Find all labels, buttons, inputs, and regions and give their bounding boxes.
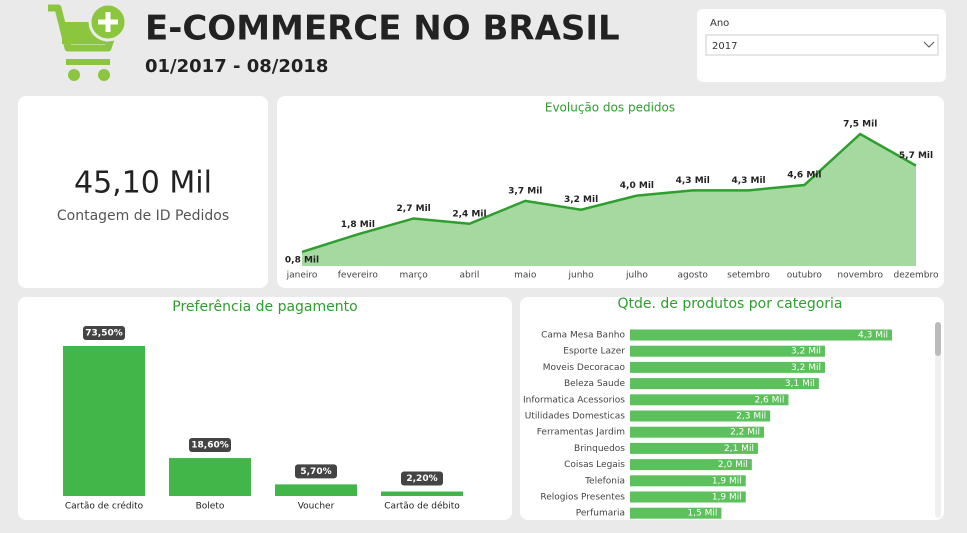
data-label-badge — [295, 464, 337, 479]
data-label: 2,3 Mil — [736, 412, 766, 422]
area — [302, 134, 916, 266]
x-tick-label: maio — [514, 271, 537, 281]
x-tick-label: Voucher — [298, 502, 335, 512]
data-label: 1,9 Mil — [712, 493, 742, 503]
x-tick-label: novembro — [837, 271, 883, 281]
line — [301, 132, 917, 254]
bar — [630, 410, 771, 422]
data-label: 3,7 Mil — [508, 186, 542, 196]
chart-title: Qtde. de produtos por categoria — [617, 296, 842, 312]
data-label: 1,9 Mil — [712, 476, 742, 486]
bar — [630, 361, 825, 373]
bar — [275, 484, 357, 496]
category-panel — [520, 297, 944, 520]
x-tick-label: setembro — [727, 271, 770, 281]
x-tick-label: fevereiro — [338, 271, 379, 281]
card-label: Contagem de ID Pedidos — [57, 208, 229, 224]
bar — [630, 329, 892, 341]
data-label: 2,1 Mil — [724, 444, 754, 454]
data-label: 4,6 Mil — [787, 171, 821, 181]
y-tick-label: Relogios Presentes — [540, 493, 625, 503]
data-label: 2,0 Mil — [718, 460, 748, 470]
data-label: 3,2 Mil — [791, 363, 821, 373]
data-label: 2,6 Mil — [754, 395, 784, 405]
bar — [630, 507, 722, 519]
bar — [630, 394, 789, 406]
data-label: 3,2 Mil — [791, 347, 821, 357]
data-label-badge — [189, 438, 231, 453]
data-label: 73,50% — [85, 329, 123, 339]
scrollbar-thumb[interactable] — [935, 322, 941, 356]
bar — [630, 491, 746, 503]
y-tick-label: Utilidades Domesticas — [525, 412, 626, 422]
bar — [63, 346, 145, 496]
y-tick-label: Brinquedos — [574, 444, 625, 454]
data-label: 2,7 Mil — [397, 204, 431, 214]
data-label: 7,5 Mil — [843, 120, 877, 130]
bar — [630, 442, 758, 454]
bar — [630, 378, 819, 390]
data-label: 4,3 Mil — [731, 176, 765, 186]
x-tick-label: junho — [568, 271, 595, 281]
y-tick-label: Esporte Lazer — [563, 347, 625, 357]
data-label: 1,8 Mil — [341, 220, 375, 230]
x-tick-label: Boleto — [196, 502, 225, 512]
y-tick-label: Beleza Saude — [564, 379, 625, 389]
scrollbar-track[interactable] — [935, 322, 941, 518]
data-label: 3,2 Mil — [564, 195, 598, 205]
cart-icon — [48, 2, 128, 81]
dropdown-chevron[interactable] — [923, 41, 935, 48]
data-label: 4,3 Mil — [858, 331, 888, 341]
data-label: 2,2 Mil — [730, 428, 760, 438]
x-tick-label: dezembro — [894, 271, 939, 281]
bar — [381, 491, 463, 496]
chart-title: Preferência de pagamento — [172, 299, 357, 315]
data-label: 4,3 Mil — [676, 176, 710, 186]
data-label: 4,0 Mil — [620, 181, 654, 191]
chart-title: Evolução dos pedidos — [545, 101, 675, 115]
slicer-value[interactable]: 2017 — [712, 41, 737, 52]
data-label: 5,70% — [300, 467, 331, 477]
data-label: 18,60% — [191, 441, 229, 451]
data-label-badge — [83, 326, 125, 340]
x-tick-label: janeiro — [286, 271, 318, 281]
data-label-badge — [401, 471, 443, 486]
y-tick-label: Cama Mesa Banho — [541, 331, 625, 341]
bar — [630, 459, 752, 471]
y-tick-label: Perfumaria — [576, 509, 625, 519]
y-tick-label: Moveis Decoracao — [543, 363, 626, 373]
card-panel — [18, 96, 268, 288]
y-tick-label: Ferramentas Jardim — [537, 428, 625, 438]
title: E-COMMERCE NO BRASIL — [145, 9, 620, 49]
x-tick-label: agosto — [677, 271, 708, 281]
x-tick-label: julho — [625, 271, 648, 281]
card-value: 45,10 Mil — [74, 166, 212, 201]
x-tick-label: Cartão de débito — [384, 501, 460, 512]
bar — [630, 426, 765, 438]
slicer-label: Ano — [710, 18, 729, 29]
x-tick-label: abril — [459, 271, 479, 281]
bar — [630, 345, 825, 357]
y-tick-label: Informatica Acessorios — [523, 395, 625, 405]
y-tick-label: Coisas Legais — [564, 460, 625, 470]
data-label: 5,7 Mil — [899, 151, 933, 161]
data-label: 2,20% — [406, 474, 437, 484]
y-tick-label: Telefonia — [584, 476, 625, 486]
x-tick-label: outubro — [787, 271, 823, 281]
data-label: 1,5 Mil — [687, 509, 717, 519]
x-tick-label: Cartão de crédito — [65, 501, 144, 512]
data-label: 0,8 Mil — [285, 255, 319, 265]
bar — [630, 475, 746, 487]
bar — [169, 458, 251, 496]
subtitle: 01/2017 - 08/2018 — [145, 56, 328, 77]
data-label: 2,4 Mil — [452, 209, 486, 219]
data-label: 3,1 Mil — [785, 379, 815, 389]
slicer-dropdown[interactable] — [705, 34, 939, 56]
x-tick-label: março — [400, 271, 429, 281]
